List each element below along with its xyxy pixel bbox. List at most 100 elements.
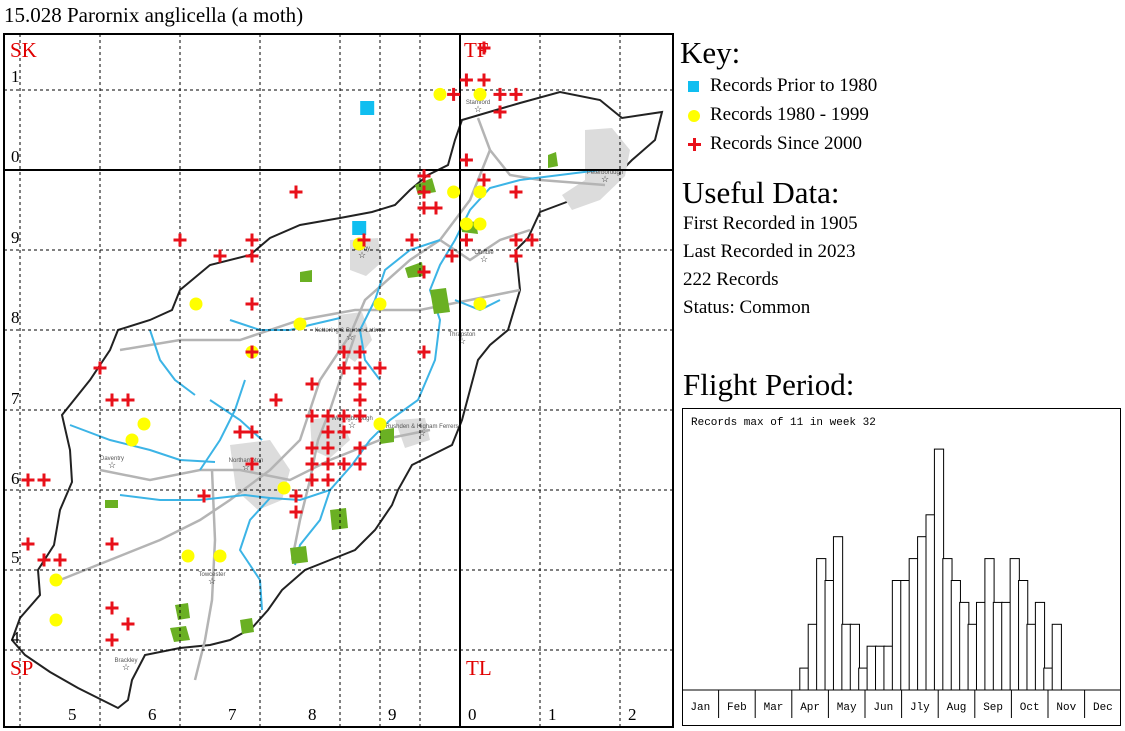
record-since-2000 bbox=[93, 361, 107, 375]
record-1980-1999 bbox=[137, 417, 151, 431]
town-star-icon: ☆ bbox=[122, 662, 130, 672]
record-since-2000 bbox=[121, 617, 135, 631]
record-since-2000 bbox=[245, 249, 259, 263]
month-label: Apr bbox=[800, 702, 820, 714]
easting-label: 8 bbox=[308, 705, 317, 724]
blue-square-icon bbox=[688, 81, 699, 93]
town-star-icon: ☆ bbox=[418, 428, 426, 438]
flight-bar bbox=[816, 558, 827, 691]
record-since-2000 bbox=[289, 489, 303, 503]
records-layer bbox=[21, 41, 539, 647]
record-since-2000 bbox=[337, 361, 351, 375]
record-1980-1999 bbox=[49, 613, 63, 627]
flight-bar bbox=[975, 601, 987, 691]
flight-period-chart: Records max of 11 in week 32 Jan Feb Mar Ap… bbox=[682, 408, 1121, 726]
record-since-2000 bbox=[445, 249, 459, 263]
record-since-2000 bbox=[337, 409, 351, 423]
record-since-2000 bbox=[37, 553, 51, 567]
record-since-2000 bbox=[321, 441, 335, 455]
record-since-2000 bbox=[353, 409, 367, 423]
record-since-2000 bbox=[173, 233, 187, 247]
month-label: Dec bbox=[1093, 702, 1113, 714]
record-1980-1999 bbox=[277, 481, 291, 495]
record-prior-1980 bbox=[360, 101, 375, 115]
record-since-2000 bbox=[509, 249, 523, 263]
month-label: Mar bbox=[764, 702, 784, 714]
key-label: Records Since 2000 bbox=[710, 133, 862, 154]
record-since-2000 bbox=[477, 73, 491, 87]
record-1980-1999 bbox=[213, 549, 227, 563]
page-title: 15.028 Parornix anglicella (a moth) bbox=[4, 3, 304, 27]
record-since-2000 bbox=[353, 345, 367, 359]
flight-bar bbox=[908, 558, 919, 691]
record-since-2000 bbox=[245, 457, 259, 471]
northing-label: 5 bbox=[11, 548, 20, 567]
key-item-1980-1999: Records 1980 - 1999 bbox=[688, 104, 869, 126]
record-since-2000 bbox=[213, 249, 227, 263]
flight-bar bbox=[1009, 558, 1020, 691]
record-since-2000 bbox=[525, 233, 539, 247]
flight-bar bbox=[891, 580, 903, 691]
record-since-2000 bbox=[289, 505, 303, 519]
easting-label: 2 bbox=[628, 705, 637, 724]
record-1980-1999 bbox=[125, 433, 139, 447]
record-since-2000 bbox=[321, 457, 335, 471]
flight-bar bbox=[942, 558, 953, 691]
key-item-prior-1980: Records Prior to 1980 bbox=[688, 75, 877, 97]
record-prior-1980 bbox=[352, 221, 367, 235]
month-label: Sep bbox=[983, 702, 1003, 714]
record-since-2000 bbox=[353, 441, 367, 455]
record-1980-1999 bbox=[459, 217, 473, 231]
key-title: Key: bbox=[680, 35, 741, 70]
map-grid bbox=[3, 33, 674, 728]
record-since-2000 bbox=[337, 457, 351, 471]
town-markers: ☆Stamford☆Peterborough☆Corby☆Oundle☆Kett… bbox=[100, 100, 623, 672]
town-star-icon: ☆ bbox=[348, 420, 356, 430]
record-since-2000 bbox=[337, 345, 351, 359]
record-since-2000 bbox=[447, 87, 461, 101]
flight-bar bbox=[984, 558, 995, 691]
flight-bar bbox=[799, 667, 810, 691]
map-border bbox=[3, 33, 674, 728]
grid-square-label: TL bbox=[466, 656, 492, 680]
northing-label: 9 bbox=[11, 228, 20, 247]
record-since-2000 bbox=[305, 377, 319, 391]
status: Status: Common bbox=[683, 297, 811, 318]
town-label: Stamford bbox=[466, 100, 490, 106]
record-1980-1999 bbox=[447, 185, 461, 199]
flight-bar bbox=[959, 601, 970, 691]
town-label: Kettering & Burton Latimer bbox=[315, 328, 386, 334]
record-since-2000 bbox=[405, 233, 419, 247]
town-star-icon: ☆ bbox=[458, 336, 466, 346]
easting-label: 9 bbox=[388, 705, 397, 724]
chart-title: Records max of 11 in week 32 bbox=[691, 417, 876, 429]
record-since-2000 bbox=[245, 345, 259, 359]
town-star-icon: ☆ bbox=[358, 250, 366, 260]
record-since-2000 bbox=[509, 233, 523, 247]
northing-label: 0 bbox=[11, 147, 20, 166]
town-star-icon: ☆ bbox=[242, 462, 250, 472]
easting-label: 7 bbox=[228, 705, 237, 724]
record-since-2000 bbox=[417, 201, 431, 215]
flight-bar bbox=[1034, 601, 1046, 691]
record-1980-1999 bbox=[181, 549, 195, 563]
record-1980-1999 bbox=[473, 217, 487, 231]
month-label: Aug bbox=[947, 702, 967, 714]
month-ticks bbox=[718, 690, 1086, 718]
record-1980-1999 bbox=[473, 185, 487, 199]
record-since-2000 bbox=[353, 457, 367, 471]
month-label: Jun bbox=[873, 702, 893, 714]
record-since-2000 bbox=[417, 185, 431, 199]
flight-bar bbox=[883, 645, 894, 691]
easting-label: 6 bbox=[148, 705, 157, 724]
flight-bar bbox=[900, 580, 911, 691]
key-item-since-2000: Records Since 2000 bbox=[688, 133, 862, 155]
record-since-2000 bbox=[305, 409, 319, 423]
flight-bar bbox=[1051, 623, 1062, 691]
record-since-2000 bbox=[197, 489, 211, 503]
month-label: Jly bbox=[910, 702, 930, 714]
flight-bar bbox=[933, 448, 945, 691]
record-since-2000 bbox=[121, 393, 135, 407]
town-star-icon: ☆ bbox=[108, 460, 116, 470]
grid-square-label: SK bbox=[10, 38, 37, 62]
